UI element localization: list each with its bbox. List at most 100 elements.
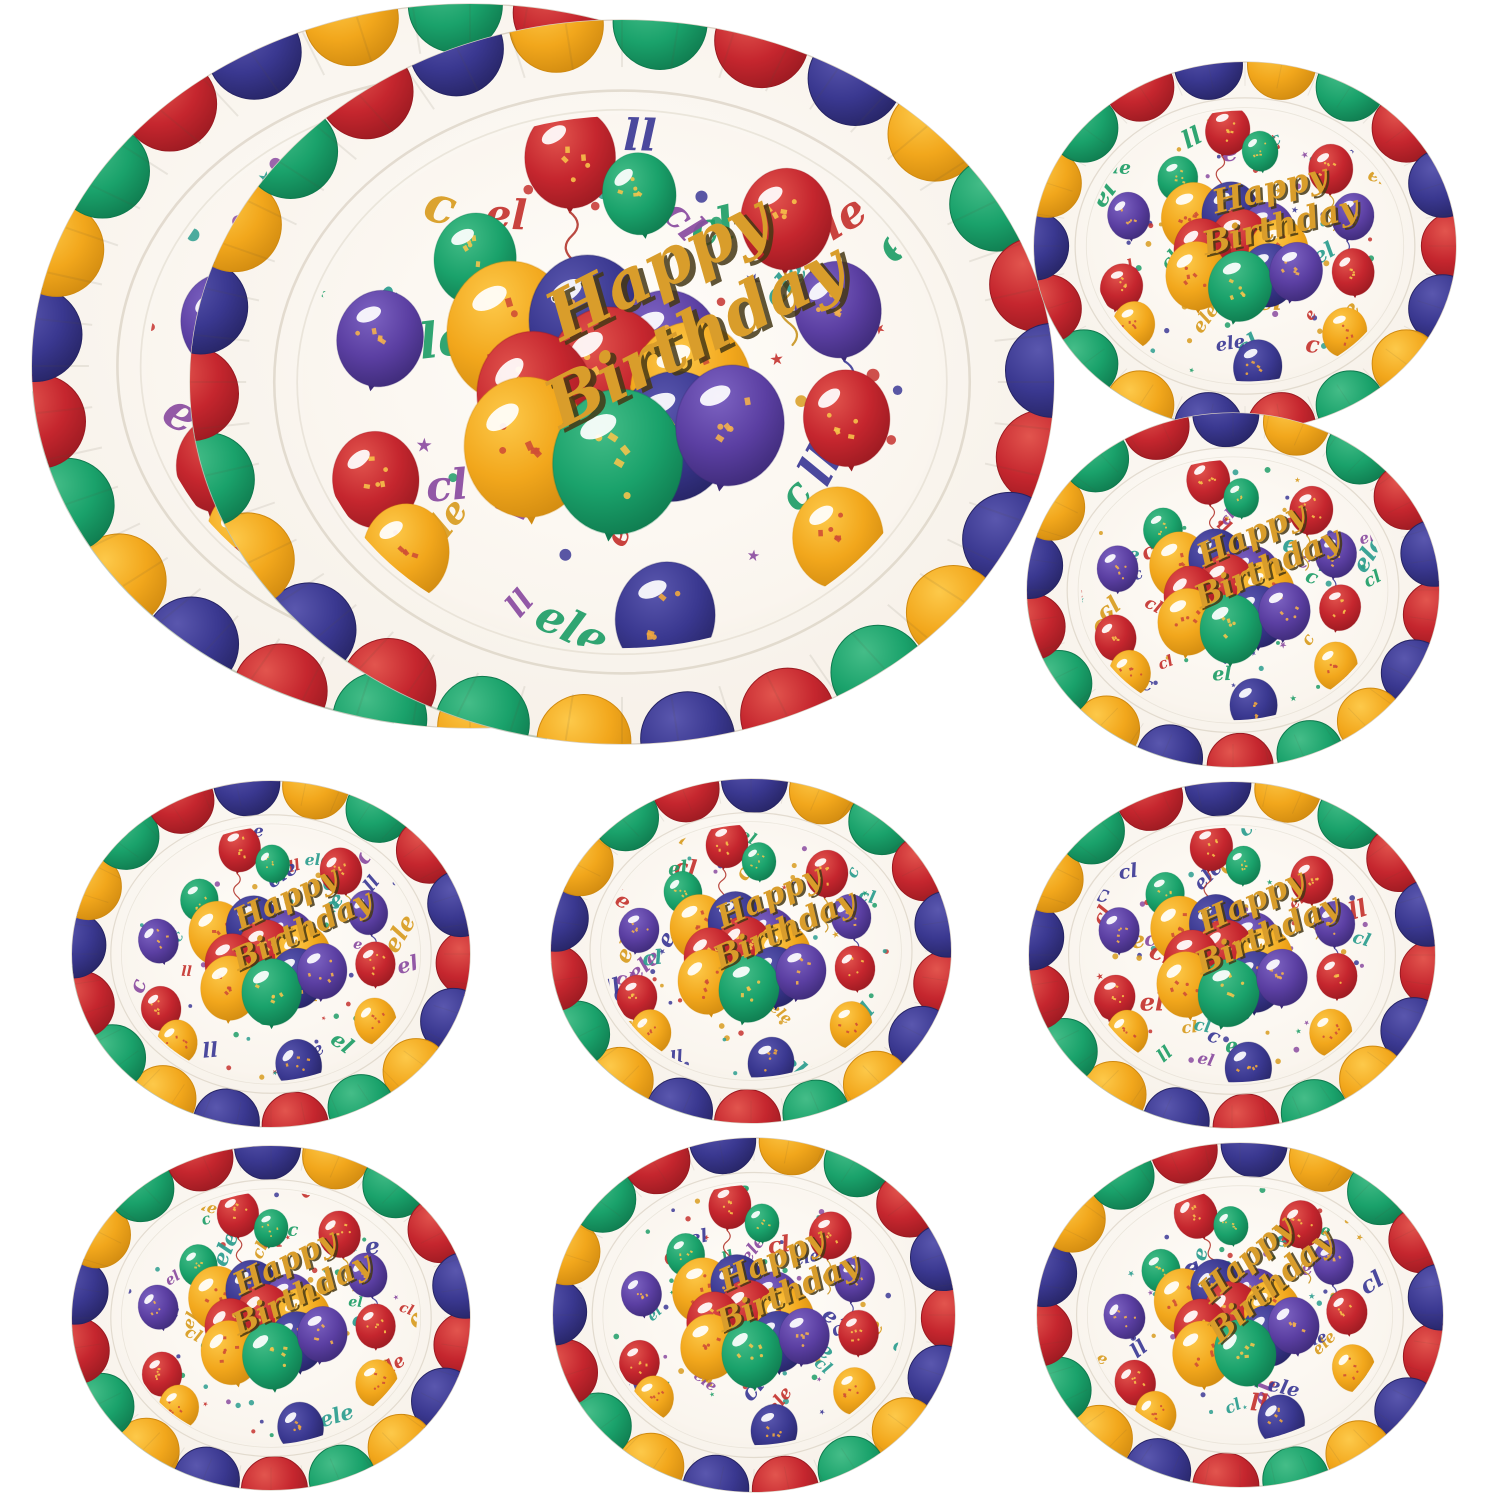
small-plate-bottom-center: ★★★★★★★★★eleellllecleleelellclelellcllcl… bbox=[552, 1137, 956, 1493]
balloon-red bbox=[1094, 614, 1137, 664]
rim-dot-yellow bbox=[842, 1050, 910, 1118]
rim-dot-green bbox=[569, 1165, 637, 1233]
rim-dot-red bbox=[876, 1170, 944, 1238]
balloon-green bbox=[718, 954, 780, 1026]
svg-text:★: ★ bbox=[831, 929, 842, 941]
rim-dot-navy bbox=[1407, 1263, 1443, 1331]
svg-text:★: ★ bbox=[1222, 513, 1233, 524]
small-plate-bottom-left: ★★★★★★★★★celeceleelelccclceeleleccclcccl… bbox=[71, 1145, 471, 1491]
balloon-green bbox=[551, 388, 684, 542]
balloon-purple bbox=[297, 1305, 348, 1365]
svg-text:★: ★ bbox=[284, 1233, 292, 1242]
confetti-swirl: cl bbox=[424, 458, 470, 512]
svg-text:★: ★ bbox=[1242, 1404, 1248, 1412]
rim-dot-yellow bbox=[905, 565, 1001, 660]
rim-flutes bbox=[72, 781, 470, 1127]
balloon-red bbox=[708, 1184, 752, 1265]
rim-dot-green bbox=[92, 802, 160, 870]
balloon-string bbox=[820, 898, 829, 933]
balloon-red bbox=[1279, 1200, 1323, 1284]
rim-dot-navy bbox=[909, 1224, 955, 1292]
rim-dot-red bbox=[891, 834, 951, 902]
confetti-swirl: ll bbox=[181, 964, 192, 980]
svg-text:★: ★ bbox=[415, 433, 434, 457]
balloon-red bbox=[1326, 1288, 1368, 1337]
confetti-swirl: cl bbox=[1193, 1014, 1213, 1037]
small-plate-bottom-right: ★★★★★★★★★elecclclceceleeleeleeleeclelecl… bbox=[1036, 1142, 1444, 1488]
small-plate-top-right: ★★★★★★★★★elecclclcleleeleeclleelecllllel… bbox=[1033, 61, 1457, 431]
rim-dot-green bbox=[327, 1074, 395, 1127]
svg-text:★: ★ bbox=[1095, 971, 1106, 983]
svg-text:★: ★ bbox=[1230, 681, 1237, 690]
confetti-swirl: cl bbox=[1350, 927, 1373, 952]
rim-dot-red bbox=[623, 1138, 691, 1195]
rim-ridge-inner bbox=[1077, 456, 1389, 724]
rim-dot-red bbox=[1116, 782, 1184, 831]
balloon-purple bbox=[833, 1256, 876, 1336]
rim-dot-red bbox=[1373, 462, 1439, 530]
confetti-swirl: cl bbox=[1222, 1394, 1244, 1418]
balloon-purple bbox=[1258, 582, 1311, 644]
balloon-green bbox=[741, 842, 777, 883]
balloon-red bbox=[1099, 263, 1144, 313]
balloon-purple bbox=[137, 1284, 179, 1332]
balloon-green bbox=[1199, 593, 1263, 668]
balloon-purple bbox=[1256, 948, 1308, 1009]
rim-dot-red bbox=[435, 929, 470, 997]
balloon-red bbox=[1289, 485, 1334, 571]
balloon-green bbox=[1223, 477, 1260, 520]
rim-dot-green bbox=[72, 1372, 135, 1440]
rim-dot-green bbox=[1280, 1079, 1348, 1128]
rim-dot-red bbox=[714, 20, 810, 89]
svg-text:★: ★ bbox=[320, 1014, 327, 1022]
svg-text:★: ★ bbox=[817, 1407, 827, 1418]
balloon-green bbox=[721, 1319, 783, 1392]
balloon-red bbox=[1331, 247, 1375, 299]
rim-ridge-outer bbox=[272, 89, 972, 675]
balloon-purple bbox=[1096, 545, 1139, 595]
svg-text:★: ★ bbox=[1187, 366, 1195, 375]
confetti-swirl: cl bbox=[641, 945, 664, 971]
rim-dot-navy bbox=[1124, 1438, 1192, 1487]
balloon-purple bbox=[1107, 191, 1151, 242]
small-plate-right: ★★★★★★★★★clcleleceleelleleclcclcclclcllc… bbox=[1026, 412, 1440, 768]
rim-dot-red bbox=[72, 970, 115, 1038]
rim-dot-red bbox=[1027, 593, 1066, 661]
svg-text:★: ★ bbox=[1249, 648, 1258, 659]
rim-dot-red bbox=[72, 1317, 110, 1385]
rim-dot-green bbox=[564, 1392, 632, 1460]
rim-flutes bbox=[553, 1138, 955, 1492]
printed-design: ★★★★★★★★★llcleleeleeleeleeleclllcllelell… bbox=[313, 115, 922, 649]
rim-dot-red bbox=[166, 1146, 234, 1192]
balloon-purple bbox=[346, 1252, 388, 1329]
balloon-purple bbox=[1267, 1296, 1320, 1357]
rim-ridge-inner bbox=[602, 1181, 906, 1449]
rim-ridge-inner bbox=[600, 821, 902, 1081]
rim-dot-red bbox=[553, 1338, 599, 1406]
rim-dots bbox=[1029, 782, 1435, 1128]
rim-dot-red bbox=[1366, 825, 1434, 893]
svg-text:★: ★ bbox=[708, 1390, 715, 1399]
confetti-swirl: cl bbox=[891, 1334, 911, 1357]
rim-dot-green bbox=[107, 1155, 175, 1223]
balloon-red bbox=[1186, 459, 1231, 541]
svg-text:★: ★ bbox=[746, 546, 762, 566]
balloon-red bbox=[805, 849, 849, 933]
svg-text:★: ★ bbox=[1354, 1231, 1365, 1243]
svg-text:★: ★ bbox=[1299, 149, 1310, 161]
rim-dot-green bbox=[782, 1079, 850, 1123]
rim-dot-navy bbox=[1142, 1087, 1210, 1128]
svg-text:★: ★ bbox=[270, 1067, 279, 1077]
rim-dot-green bbox=[592, 784, 660, 852]
large-plate-front: ★★★★★★★★★llcleleeleeleeleeleclllcllelell… bbox=[189, 19, 1055, 745]
rim-dot-green bbox=[1087, 1143, 1155, 1210]
balloon-green bbox=[1225, 845, 1261, 887]
balloon-red bbox=[834, 945, 876, 993]
balloon-green bbox=[1213, 1205, 1249, 1247]
rim-flutes bbox=[551, 779, 951, 1123]
svg-text:★: ★ bbox=[1146, 1287, 1155, 1297]
rim-dot-red bbox=[1029, 963, 1070, 1031]
svg-text:★: ★ bbox=[860, 888, 870, 899]
